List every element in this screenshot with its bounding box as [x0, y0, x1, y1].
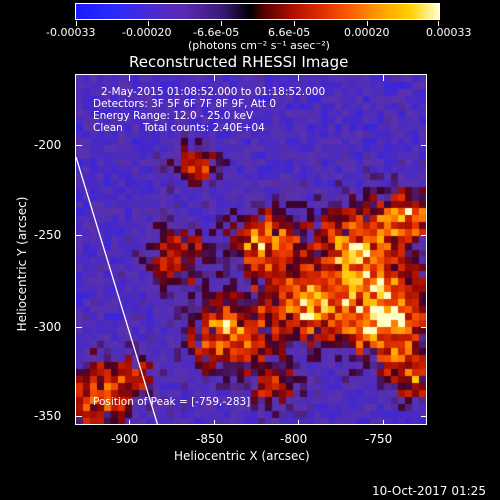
colorbar-tick-label: 0.00033	[426, 26, 472, 39]
colorbar-tick-label: -0.00033	[46, 26, 96, 39]
heatmap-image	[76, 75, 426, 424]
x-tick-label: -900	[111, 432, 139, 446]
colorbar-tick-label: -0.00020	[122, 26, 172, 39]
colorbar	[75, 3, 440, 26]
x-tick-mark	[214, 420, 215, 424]
y-tick-label: -300	[34, 320, 62, 334]
x-tick-mark	[129, 75, 130, 81]
x-tick-mark	[298, 75, 299, 81]
x-tick-mark	[383, 420, 384, 424]
y-tick-mark	[421, 145, 426, 146]
colorbar-tick-label: -6.6e-05	[193, 26, 240, 39]
limb-overlay	[76, 156, 159, 424]
y-tick-label: -250	[34, 228, 62, 242]
y-tick-mark	[76, 145, 82, 146]
y-tick-mark	[421, 416, 426, 417]
x-tick-label: -750	[365, 432, 393, 446]
y-tick-label: -200	[34, 138, 62, 152]
x-tick-label: -800	[280, 432, 308, 446]
plot-title: Reconstructed RHESSI Image	[129, 53, 349, 71]
colorbar-tick	[294, 21, 295, 26]
x-tick-mark	[298, 420, 299, 424]
colorbar-tick	[221, 21, 222, 26]
annotation-peak: Position of Peak = [-759,-283]	[93, 396, 251, 408]
y-tick-mark	[76, 235, 82, 236]
annotation-energy: Energy Range: 12.0 - 25.0 keV	[93, 110, 254, 122]
colorbar-tick	[438, 21, 439, 26]
annotation-time: 2-May-2015 01:08:52.000 to 01:18:52.000	[101, 86, 326, 98]
y-tick-mark	[76, 416, 82, 417]
x-tick-mark	[214, 75, 215, 81]
colorbar-tick	[148, 21, 149, 26]
x-tick-mark	[383, 75, 384, 81]
annotation-detectors: Detectors: 3F 5F 6F 7F 8F 9F, Att 0	[93, 98, 277, 110]
plot-area: 2-May-2015 01:08:52.000 to 01:18:52.000 …	[75, 74, 427, 425]
colorbar-tick	[367, 21, 368, 26]
x-tick-mark	[129, 420, 130, 424]
x-tick-label: -850	[196, 432, 224, 446]
colorbar-units: (photons cm⁻² s⁻¹ asec⁻²)	[188, 39, 330, 52]
colorbar-tick-label: 6.6e-05	[268, 26, 311, 39]
x-axis-label: Heliocentric X (arcsec)	[174, 449, 310, 463]
solar-limb-line	[76, 156, 159, 424]
annotation-clean: Clean Total counts: 2.40E+04	[93, 122, 265, 134]
y-tick-label: -350	[34, 409, 62, 423]
y-tick-mark	[76, 327, 82, 328]
generation-timestamp: 10-Oct-2017 01:25	[372, 484, 486, 498]
y-tick-mark	[421, 235, 426, 236]
colorbar-tick-label: 0.00020	[344, 26, 390, 39]
y-tick-mark	[421, 327, 426, 328]
y-axis-label: Heliocentric Y (arcsec)	[15, 196, 29, 332]
colorbar-tick	[76, 21, 77, 26]
